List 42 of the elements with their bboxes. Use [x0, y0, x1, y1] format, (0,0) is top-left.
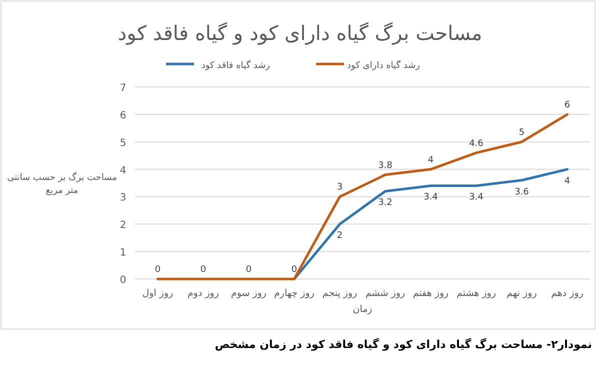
- legend-label: رشد گیاه دارای کود: [347, 59, 420, 71]
- data-label: 0: [154, 265, 161, 275]
- data-label: 3.4: [469, 192, 484, 203]
- data-label: 0: [246, 265, 252, 275]
- data-label: 3.6: [514, 187, 530, 198]
- x-tick-label: روز چهارم: [274, 288, 315, 299]
- x-tick-label: روز دهم: [551, 288, 584, 299]
- x-tick-label: روز اول: [142, 288, 174, 299]
- y-tick-label: 7: [120, 83, 126, 94]
- y-tick-label: 3: [120, 192, 126, 204]
- x-tick-label: روز هشتم: [456, 288, 496, 299]
- x-tick-label: روز سوم: [230, 288, 267, 299]
- data-label: 3.2: [378, 198, 392, 208]
- y-tick-label: 0: [120, 275, 126, 286]
- data-label: 4: [564, 176, 570, 186]
- line-series: [293, 168, 568, 280]
- line-series: [156, 113, 568, 280]
- y-tick-label: 6: [120, 110, 126, 122]
- data-label: 4: [428, 155, 434, 166]
- legend-label: رشد گیاه فاقد کود: [201, 59, 270, 71]
- x-tick-label: روز هفتم: [412, 288, 450, 299]
- y-tick-label: 1: [120, 248, 126, 259]
- x-tick-label: روز ششم: [365, 288, 406, 299]
- data-label: 0: [291, 265, 298, 275]
- x-axis-title: زمان: [352, 304, 373, 315]
- text: نمودار۲- مساحت برگ گیاه دارای کود و گیاه فاقد کود در زمان مشخص: [214, 338, 592, 351]
- y-tick-label: 4: [120, 165, 126, 176]
- data-label: 3: [336, 182, 343, 193]
- y-tick-label: 2: [120, 220, 126, 232]
- data-label: 2: [336, 231, 343, 242]
- x-tick-label: روز پنجم: [322, 288, 358, 299]
- x-tick-label: روز دوم: [188, 288, 220, 299]
- data-label: 0: [200, 265, 206, 275]
- data-label: 3.4: [424, 192, 438, 203]
- data-label: 4.6: [469, 138, 484, 149]
- data-label: 3.8: [378, 160, 393, 171]
- y-axis-title: مساحت برگ بر حسب سانتی متر مربع: [7, 171, 118, 196]
- data-label: 5: [518, 128, 525, 138]
- data-label: 6: [564, 100, 570, 110]
- chart-title: مساحت برگ گیاه دارای کود و گیاه فاقد کود: [118, 21, 482, 45]
- x-tick-label: روز نهم: [506, 288, 538, 299]
- y-tick-label: 5: [120, 138, 126, 149]
